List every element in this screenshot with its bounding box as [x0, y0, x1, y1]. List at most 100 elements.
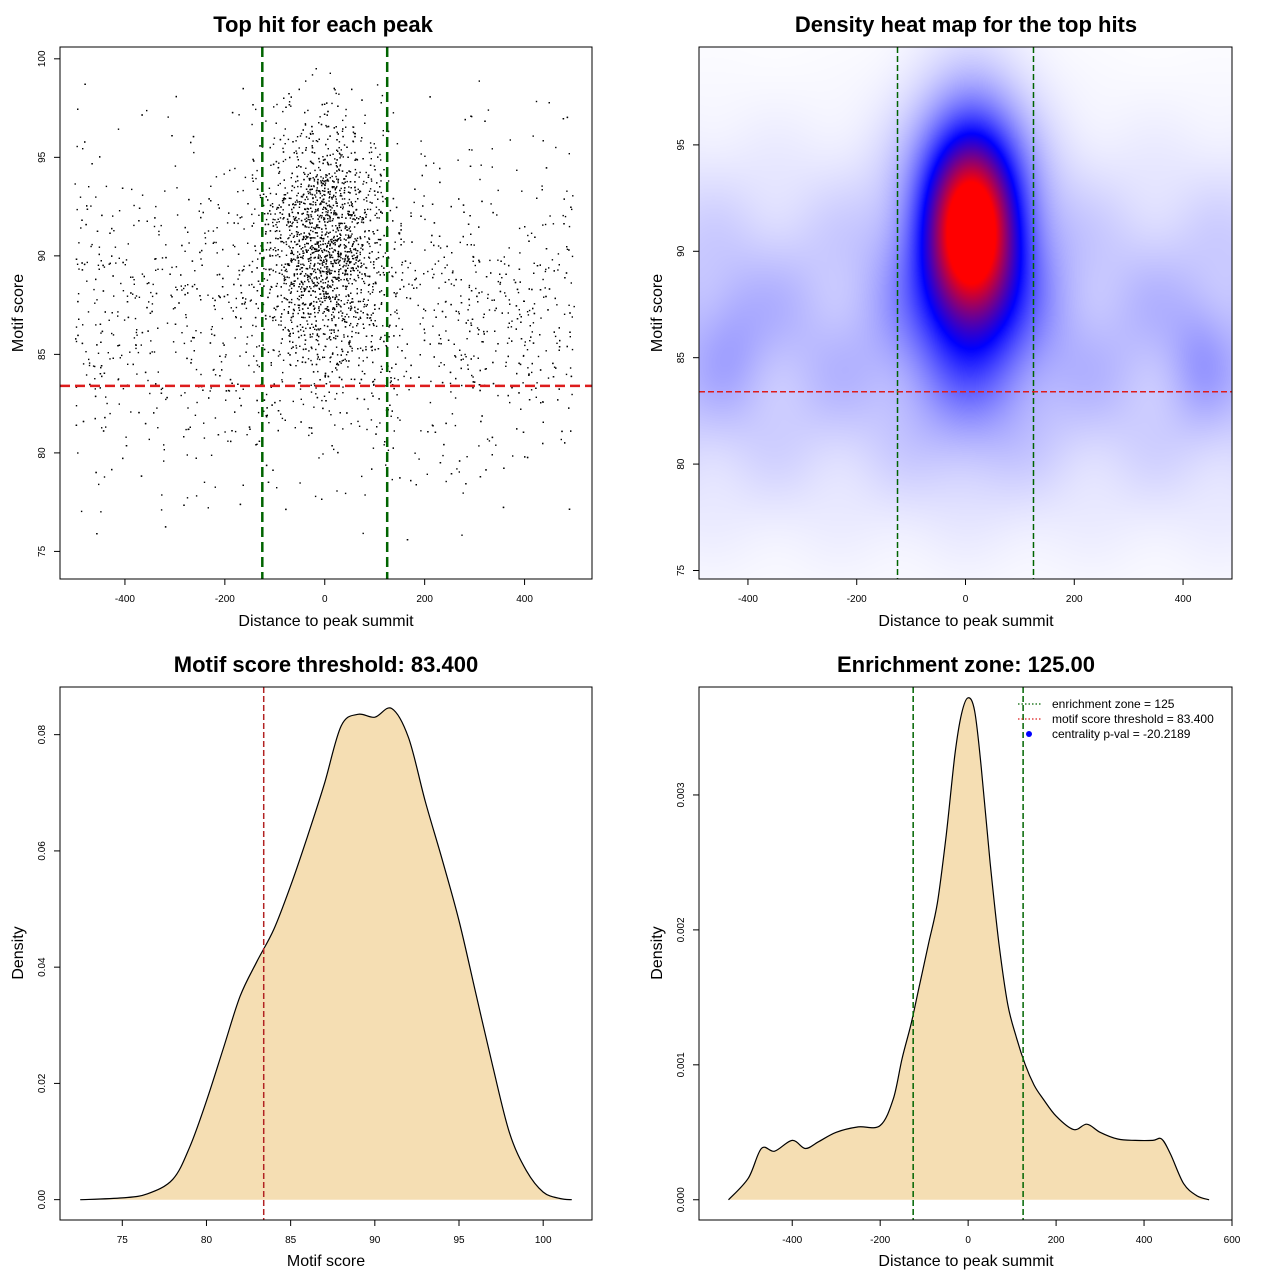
scatter-point	[317, 183, 319, 185]
scatter-point	[255, 108, 257, 111]
scatter-point	[306, 286, 308, 288]
scatter-point	[311, 145, 313, 147]
scatter-point	[194, 270, 196, 272]
scatter-point	[275, 193, 277, 195]
scatter-point	[394, 311, 396, 313]
scatter-point	[339, 305, 342, 307]
scatter-point	[289, 354, 291, 356]
scatter-point	[558, 349, 560, 351]
scatter-point	[556, 304, 558, 306]
scatter-point	[242, 388, 244, 390]
scatter-point	[118, 403, 120, 405]
scatter-point	[572, 195, 574, 197]
scatter-point	[154, 258, 156, 260]
scatter-point	[348, 198, 351, 201]
scatter-point	[369, 142, 372, 144]
scatter-point	[501, 312, 503, 314]
scatter-point	[335, 225, 337, 227]
scatter-point	[251, 225, 253, 227]
scatter-point	[269, 230, 272, 232]
scatter-point	[324, 243, 327, 245]
scatter-point	[344, 259, 346, 261]
scatter-point	[371, 349, 373, 352]
scatter-point	[566, 248, 569, 250]
scatter-point	[414, 279, 416, 281]
scatter-point	[319, 203, 321, 206]
scatter-point	[281, 200, 284, 202]
scatter-point	[176, 289, 178, 291]
scatter-point	[341, 182, 343, 184]
scatter-point	[133, 283, 135, 285]
scatter-point	[312, 204, 314, 206]
scatter-point	[325, 233, 327, 235]
scatter-point	[458, 471, 460, 473]
scatter-point	[76, 145, 78, 148]
scatter-point	[505, 365, 507, 367]
scatter-point	[290, 177, 292, 179]
scatter-point	[326, 221, 329, 223]
scatter-point	[348, 236, 350, 239]
scatter-point	[491, 436, 494, 439]
scatter-point	[130, 276, 132, 278]
scatter-point	[353, 226, 356, 228]
scatter-point	[318, 457, 320, 459]
scatter-point	[190, 141, 192, 144]
scatter-point	[296, 194, 298, 197]
scatter-point	[262, 344, 264, 346]
scatter-point	[323, 219, 325, 221]
scatter-point	[287, 329, 289, 331]
scatter-point	[338, 376, 341, 379]
scatter-point	[265, 233, 267, 235]
scatter-point	[321, 234, 323, 236]
scatter-point	[318, 343, 320, 346]
scatter-point	[462, 492, 464, 494]
scatter-point	[327, 148, 329, 150]
scatter-point	[200, 216, 202, 219]
scatter-point	[318, 246, 320, 248]
scatter-point	[329, 248, 331, 250]
scatter-point	[146, 220, 148, 222]
scatter-point	[239, 503, 242, 506]
scatter-point	[175, 286, 177, 288]
scatter-point	[339, 255, 341, 258]
scatter-point	[437, 245, 440, 247]
scatter-point	[316, 358, 319, 360]
scatter-point	[269, 288, 271, 291]
scatter-point	[308, 281, 310, 283]
scatter-point	[298, 240, 300, 243]
scatter-point	[269, 241, 272, 244]
scatter-point	[306, 211, 309, 213]
scatter-point	[275, 319, 277, 321]
scatter-point	[345, 239, 347, 241]
scatter-point	[333, 315, 335, 318]
scatter-point	[302, 238, 304, 240]
scatter-point	[317, 210, 319, 212]
scatter-point	[302, 282, 304, 284]
scatter-point	[375, 282, 377, 285]
scatter-point	[325, 263, 327, 265]
scatter-point	[315, 296, 317, 298]
scatter-point	[571, 208, 573, 211]
scatter-point	[304, 123, 307, 125]
scatter-point	[341, 203, 344, 206]
scatter-point	[337, 256, 340, 258]
scatter-point	[86, 280, 88, 282]
scatter-point	[330, 240, 333, 243]
scatter-point	[467, 319, 469, 321]
scatter-point	[361, 370, 364, 373]
scatter-point	[329, 177, 331, 179]
scatter-point	[174, 323, 177, 325]
scatter-point	[278, 170, 281, 173]
scatter-point	[356, 217, 358, 219]
scatter-point	[536, 382, 538, 384]
scatter-point	[230, 440, 232, 443]
scatter-point	[318, 254, 320, 256]
scatter-point	[278, 350, 280, 353]
scatter-point	[278, 204, 280, 206]
scatter-point	[310, 346, 313, 348]
scatter-point	[292, 312, 294, 315]
scatter-point	[341, 216, 343, 218]
scatter-point	[337, 216, 339, 219]
scatter-point	[383, 444, 385, 446]
scatter-point	[327, 251, 330, 253]
